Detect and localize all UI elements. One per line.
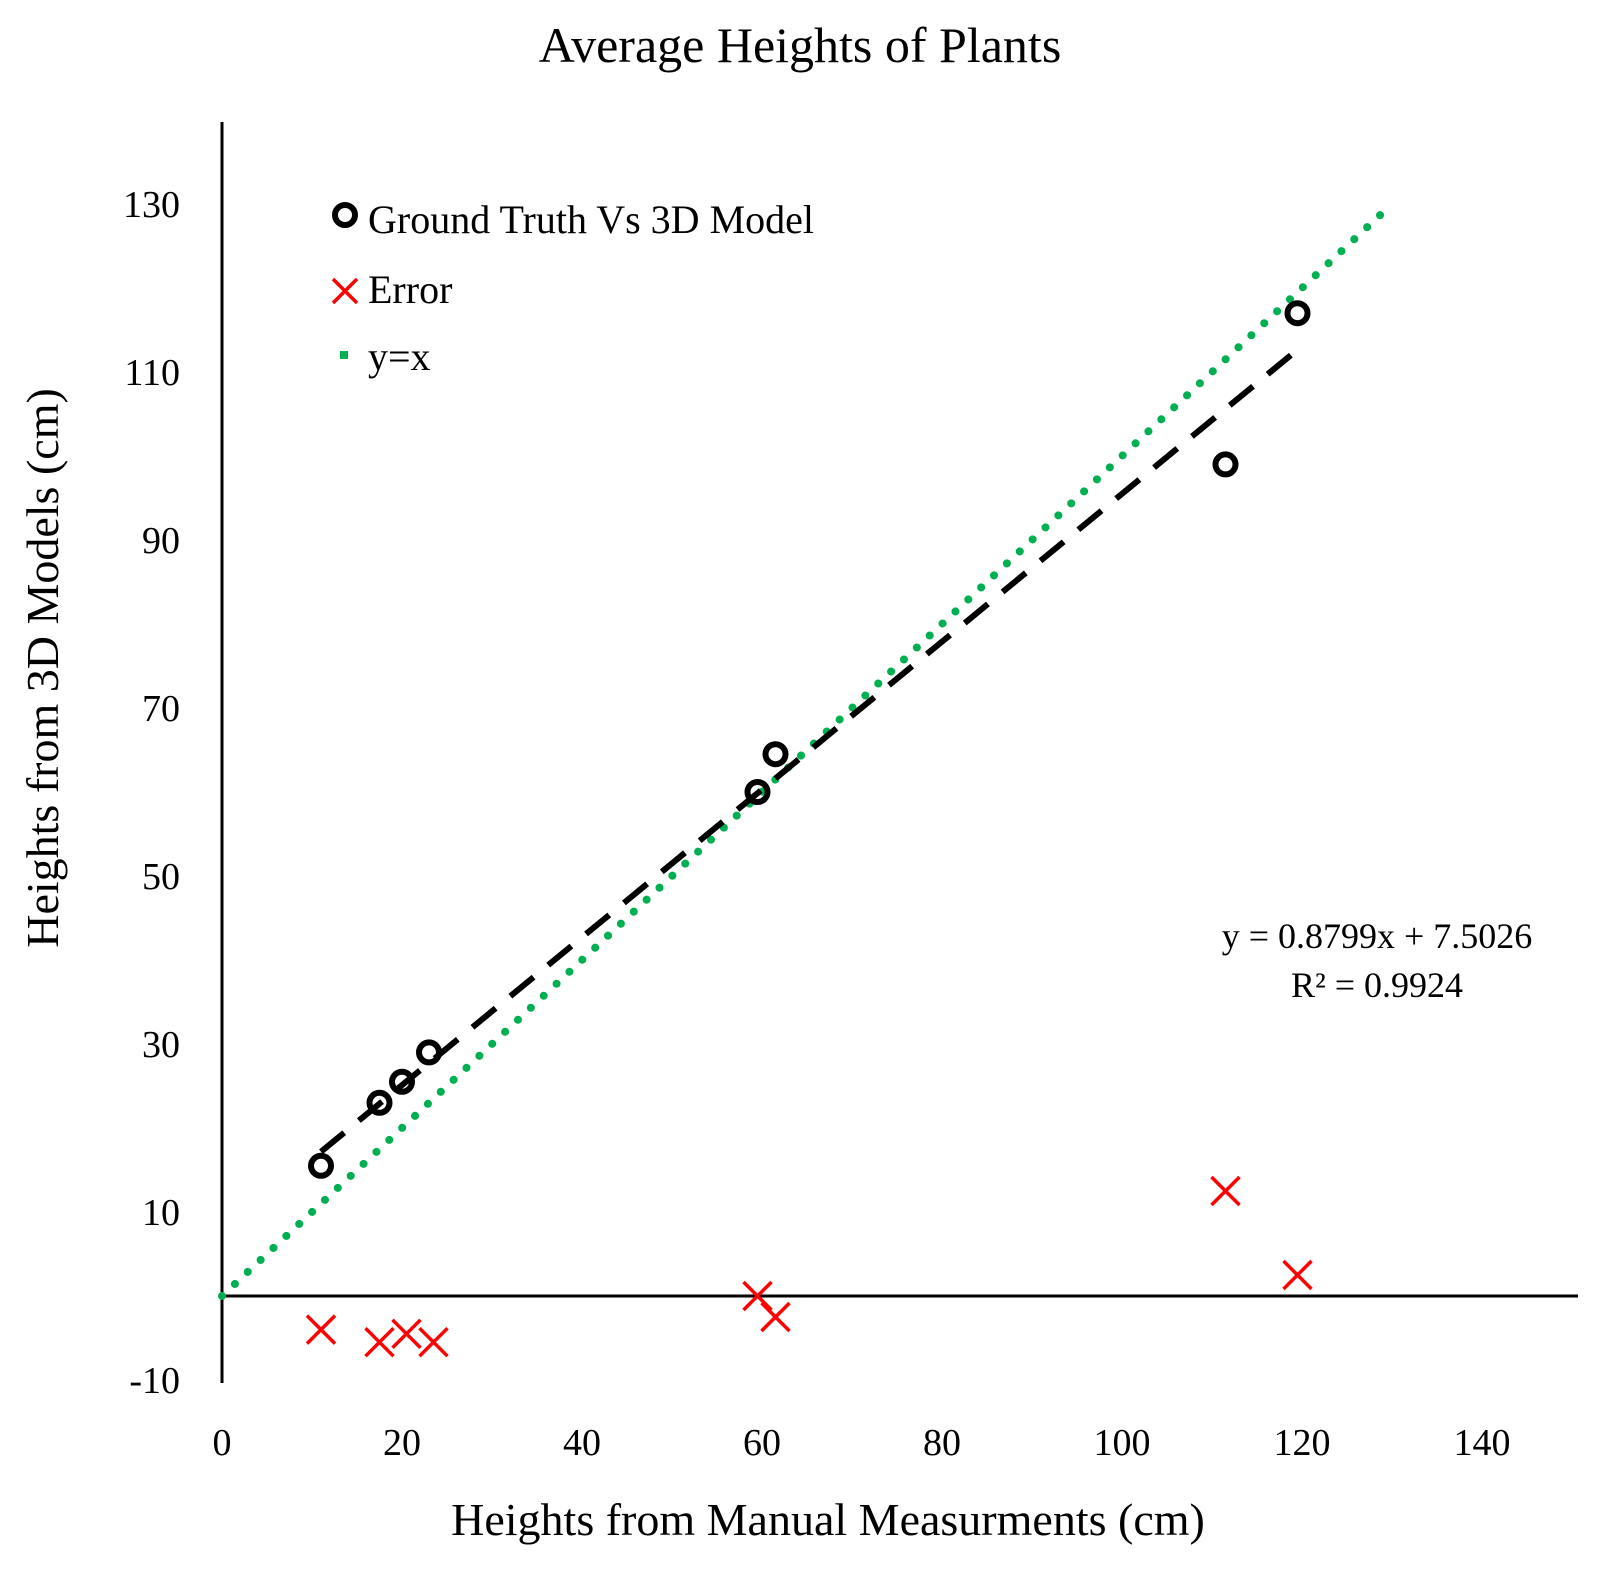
y-tick-label: -10 — [129, 1360, 180, 1402]
y-tick-labels: -10 10 30 50 70 90 110 130 — [123, 184, 180, 1402]
legend-marker-error — [331, 277, 359, 305]
y-tick-label: 130 — [123, 184, 180, 226]
ground-truth-point — [1284, 300, 1311, 327]
ground-truth-point — [416, 1039, 442, 1066]
error-point — [364, 1326, 395, 1358]
series-points — [305, 300, 1313, 1358]
legend-marker-y-equals-x — [340, 351, 348, 359]
x-tick-labels: 0 20 40 60 80 100 120 140 — [213, 1422, 1511, 1464]
trendline-equation: y = 0.8799x + 7.5026 — [1222, 916, 1533, 956]
error-point — [391, 1318, 422, 1350]
ground-truth-point — [762, 741, 789, 768]
legend-marker-ground-truth — [332, 202, 358, 228]
error-point — [305, 1314, 337, 1345]
axes — [220, 122, 1578, 1383]
trendline — [319, 347, 1300, 1154]
legend-label-y-equals-x: y=x — [368, 334, 431, 379]
ground-truth-point — [744, 779, 771, 805]
y-tick-label: 70 — [142, 688, 180, 730]
y-tick-label: 30 — [142, 1024, 180, 1066]
y-equals-x-line — [218, 200, 1396, 1300]
y-tick-label: 50 — [142, 856, 180, 898]
x-tick-label: 140 — [1454, 1422, 1511, 1464]
y-tick-label: 10 — [142, 1192, 180, 1234]
ground-truth-point — [389, 1068, 415, 1095]
x-tick-label: 0 — [213, 1422, 232, 1464]
y-tick-label: 110 — [124, 352, 180, 394]
x-tick-label: 100 — [1094, 1422, 1151, 1464]
error-point — [760, 1301, 791, 1333]
x-tick-label: 80 — [923, 1422, 961, 1464]
legend-label-ground-truth: Ground Truth Vs 3D Model — [368, 197, 814, 242]
x-tick-label: 60 — [743, 1422, 781, 1464]
error-point — [1282, 1259, 1313, 1291]
r-squared-label: R² = 0.9924 — [1291, 965, 1463, 1005]
x-tick-label: 20 — [383, 1422, 421, 1464]
x-tick-label: 40 — [563, 1422, 601, 1464]
ground-truth-point — [308, 1152, 334, 1179]
ground-truth-point — [1212, 451, 1239, 478]
x-tick-label: 120 — [1274, 1422, 1331, 1464]
legend-label-error: Error — [368, 267, 452, 312]
series-lines — [218, 200, 1396, 1300]
error-point — [1210, 1175, 1241, 1207]
legend: Ground Truth Vs 3D Model Error y=x — [331, 197, 814, 379]
error-point — [418, 1326, 449, 1358]
ground-truth-point — [366, 1089, 393, 1116]
error-point — [742, 1280, 773, 1312]
x-axis-label: Heights from Manual Measurments (cm) — [451, 1494, 1205, 1545]
y-axis-label: Heights from 3D Models (cm) — [17, 388, 68, 948]
chart-title: Average Heights of Plants — [539, 17, 1062, 73]
y-tick-label: 90 — [142, 520, 180, 562]
